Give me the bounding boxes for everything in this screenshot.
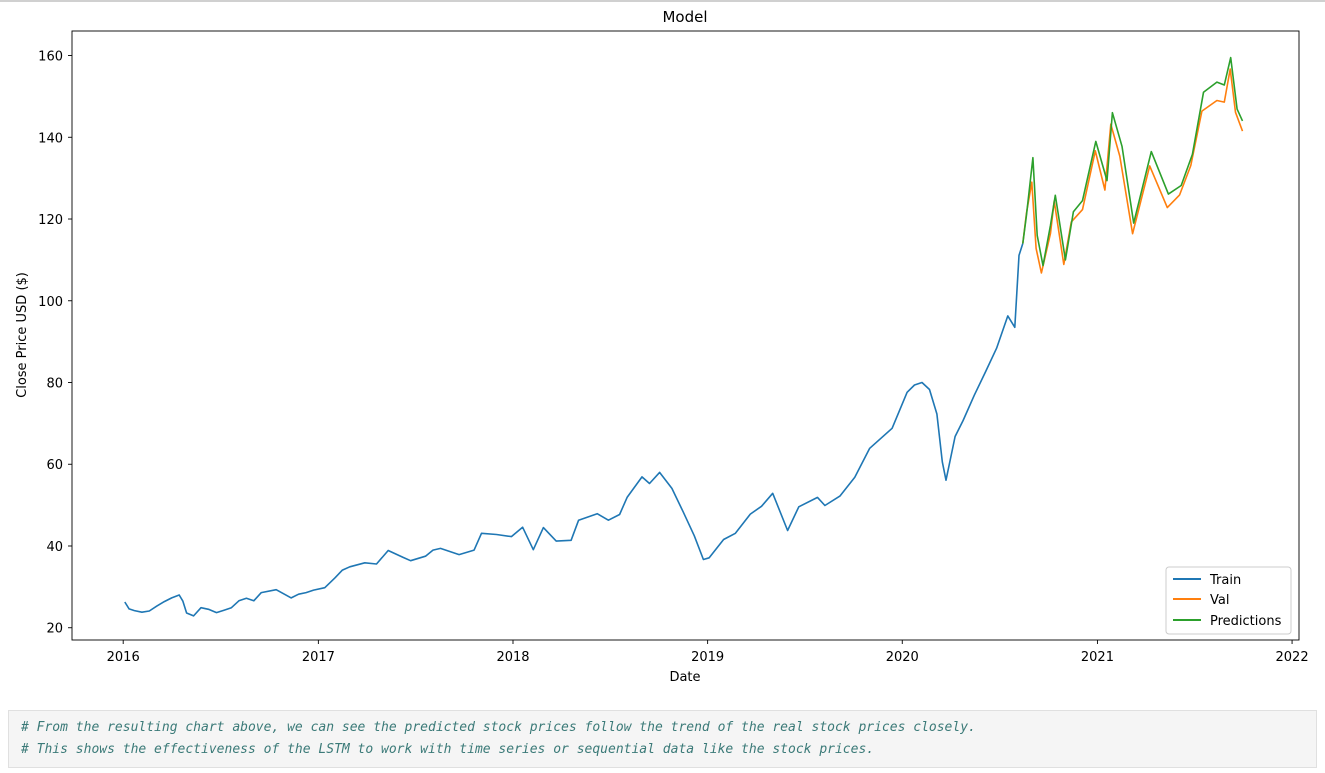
y-tick-label: 120 <box>38 213 63 228</box>
y-tick-label: 100 <box>38 295 63 310</box>
x-tick-label: 2017 <box>302 650 335 665</box>
x-tick-label: 2018 <box>496 650 529 665</box>
cell-top-rule <box>0 0 1325 2</box>
y-tick-label: 40 <box>46 540 63 555</box>
series-layer <box>124 56 1244 617</box>
legend-item-predictions: Predictions <box>1173 614 1282 629</box>
chart-title: Model <box>662 8 707 26</box>
x-tick-label: 2021 <box>1081 650 1114 665</box>
x-axis-label: Date <box>669 670 700 685</box>
legend-item-train: Train <box>1173 573 1241 588</box>
legend-box <box>1165 566 1292 635</box>
y-tick-label: 60 <box>46 458 63 473</box>
x-tick-label: 2019 <box>691 650 724 665</box>
y-tick-label: 20 <box>46 622 63 637</box>
x-axis-ticks: 2016 2017 2018 2019 2020 2021 2022 <box>107 640 1309 665</box>
markdown-code-cell[interactable]: # From the resulting chart above, we can… <box>8 710 1317 768</box>
comment-line-1: # From the resulting chart above, we can… <box>21 720 976 735</box>
x-tick-label: 2022 <box>1276 650 1309 665</box>
comment-line-2: # This shows the effectiveness of the LS… <box>21 742 875 757</box>
series-line-val <box>1022 68 1244 274</box>
legend-item-val: Val <box>1173 593 1229 608</box>
series-line-train <box>124 243 1024 617</box>
y-tick-label: 160 <box>38 50 63 65</box>
y-axis-label: Close Price USD ($) <box>15 272 30 398</box>
plot-frame <box>71 30 1300 641</box>
legend-label-val: Val <box>1210 593 1229 608</box>
y-axis-ticks: 20 40 60 80 100 120 140 160 <box>38 50 72 637</box>
series-line-predictions <box>1022 56 1244 267</box>
y-tick-label: 140 <box>38 131 63 146</box>
legend: Train Val Predictions <box>1165 566 1292 635</box>
model-line-chart: 2016 2017 2018 2019 2020 2021 2022 20 40 60 80 100… <box>15 8 1309 685</box>
y-tick-label: 80 <box>46 377 63 392</box>
x-tick-label: 2020 <box>886 650 919 665</box>
legend-label-train: Train <box>1209 573 1241 588</box>
x-tick-label: 2016 <box>107 650 140 665</box>
legend-label-predictions: Predictions <box>1210 614 1282 629</box>
